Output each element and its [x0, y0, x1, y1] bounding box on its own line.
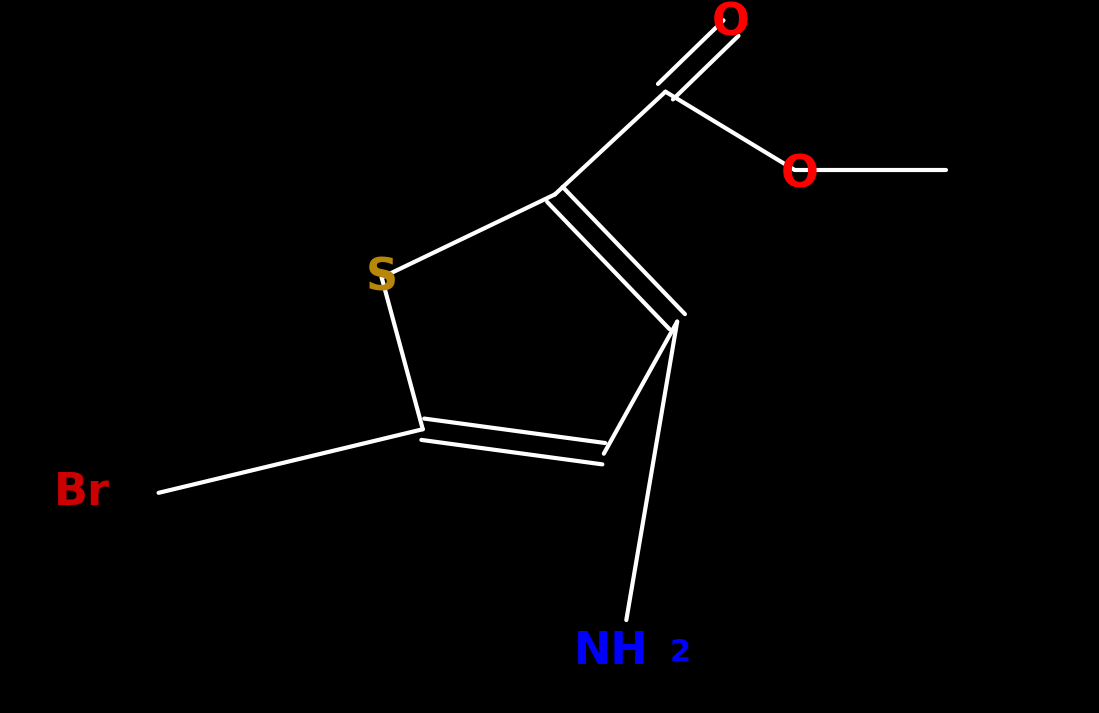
Text: O: O — [712, 1, 750, 45]
Text: O: O — [780, 153, 819, 196]
Text: S: S — [366, 256, 398, 299]
Text: 2: 2 — [669, 637, 690, 667]
Text: Br: Br — [54, 471, 110, 514]
Text: NH: NH — [575, 630, 648, 673]
